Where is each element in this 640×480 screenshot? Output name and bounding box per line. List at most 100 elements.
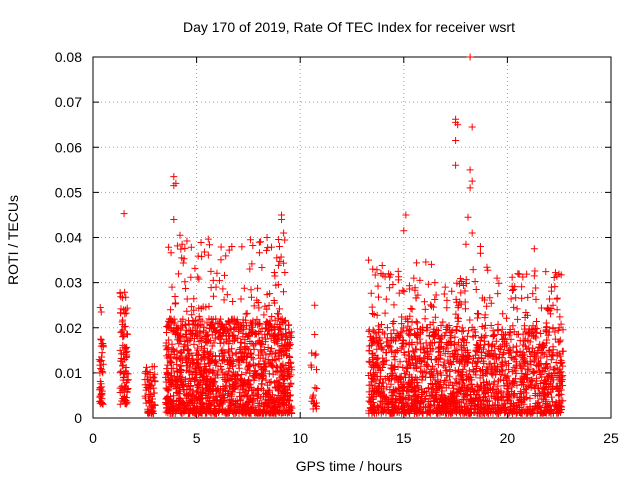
data-point xyxy=(196,396,204,404)
data-point xyxy=(414,382,422,390)
data-point xyxy=(454,351,462,359)
data-point xyxy=(484,266,492,274)
data-point xyxy=(434,361,442,369)
data-point xyxy=(178,352,186,360)
data-point xyxy=(121,345,129,353)
y-tick-label: 0.01 xyxy=(55,365,82,381)
data-point xyxy=(205,368,213,376)
data-point xyxy=(482,393,490,401)
data-point xyxy=(529,290,537,298)
data-point xyxy=(375,388,383,396)
data-point xyxy=(437,335,445,343)
data-point xyxy=(257,394,265,402)
data-point xyxy=(369,335,377,343)
data-point xyxy=(276,347,284,355)
data-point xyxy=(474,382,482,390)
data-point xyxy=(230,332,238,340)
data-point xyxy=(229,332,237,340)
data-point xyxy=(402,340,410,348)
data-point xyxy=(508,387,516,395)
data-point xyxy=(534,349,542,357)
data-point xyxy=(513,381,521,389)
data-point xyxy=(508,273,516,281)
data-point xyxy=(214,367,222,375)
data-point xyxy=(371,352,379,360)
data-point xyxy=(177,348,185,356)
data-point xyxy=(498,335,506,343)
data-point xyxy=(259,365,267,373)
data-point xyxy=(473,314,481,322)
data-point xyxy=(120,323,128,331)
data-point xyxy=(368,378,376,386)
data-point xyxy=(393,347,401,355)
data-point xyxy=(374,282,382,290)
data-point xyxy=(390,317,398,325)
data-point xyxy=(551,335,559,343)
data-point xyxy=(241,379,249,387)
data-point xyxy=(194,252,202,260)
data-point xyxy=(377,269,385,277)
data-point xyxy=(207,321,215,329)
data-point xyxy=(418,368,426,376)
data-point xyxy=(510,285,518,293)
data-point xyxy=(379,379,387,387)
data-point xyxy=(452,118,460,126)
data-point xyxy=(473,381,481,389)
data-point xyxy=(558,347,566,355)
data-point xyxy=(243,392,251,400)
data-point xyxy=(222,327,230,335)
data-point xyxy=(371,372,379,380)
data-point xyxy=(473,363,481,371)
data-point xyxy=(283,332,291,340)
data-point xyxy=(203,375,211,383)
data-point xyxy=(163,385,171,393)
data-point xyxy=(490,359,498,367)
data-point xyxy=(514,315,522,323)
data-point xyxy=(255,249,263,257)
data-point xyxy=(532,295,540,303)
data-point xyxy=(397,395,405,403)
data-point xyxy=(195,364,203,372)
data-point xyxy=(378,262,386,270)
data-point xyxy=(414,395,422,403)
data-point xyxy=(559,397,567,405)
data-point xyxy=(446,367,454,375)
data-point xyxy=(255,372,263,380)
data-point xyxy=(461,287,469,295)
data-point xyxy=(230,384,238,392)
data-point xyxy=(222,378,230,386)
data-point xyxy=(468,323,476,331)
data-point xyxy=(241,344,249,352)
data-point xyxy=(494,382,502,390)
data-point xyxy=(495,409,503,417)
data-point xyxy=(248,405,256,413)
data-point xyxy=(244,397,252,405)
data-point xyxy=(406,312,414,320)
data-point xyxy=(394,331,402,339)
data-point xyxy=(261,403,269,411)
data-point xyxy=(222,381,230,389)
data-point xyxy=(242,310,250,318)
data-point xyxy=(432,386,440,394)
data-point xyxy=(402,373,410,381)
data-point xyxy=(400,349,408,357)
data-point xyxy=(377,344,385,352)
data-point xyxy=(377,366,385,374)
data-point xyxy=(461,407,469,415)
data-point xyxy=(469,266,477,274)
data-point xyxy=(200,248,208,256)
data-point xyxy=(376,325,384,333)
data-point xyxy=(420,298,428,306)
data-point xyxy=(151,370,159,378)
data-point xyxy=(380,405,388,413)
data-point xyxy=(441,376,449,384)
data-point xyxy=(195,350,203,358)
data-point xyxy=(468,123,476,131)
data-point xyxy=(237,382,245,390)
data-point xyxy=(446,327,454,335)
x-tick-label: 5 xyxy=(193,430,201,446)
data-point xyxy=(218,349,226,357)
data-point xyxy=(257,347,265,355)
data-point xyxy=(548,393,556,401)
x-tick-label: 0 xyxy=(89,430,97,446)
